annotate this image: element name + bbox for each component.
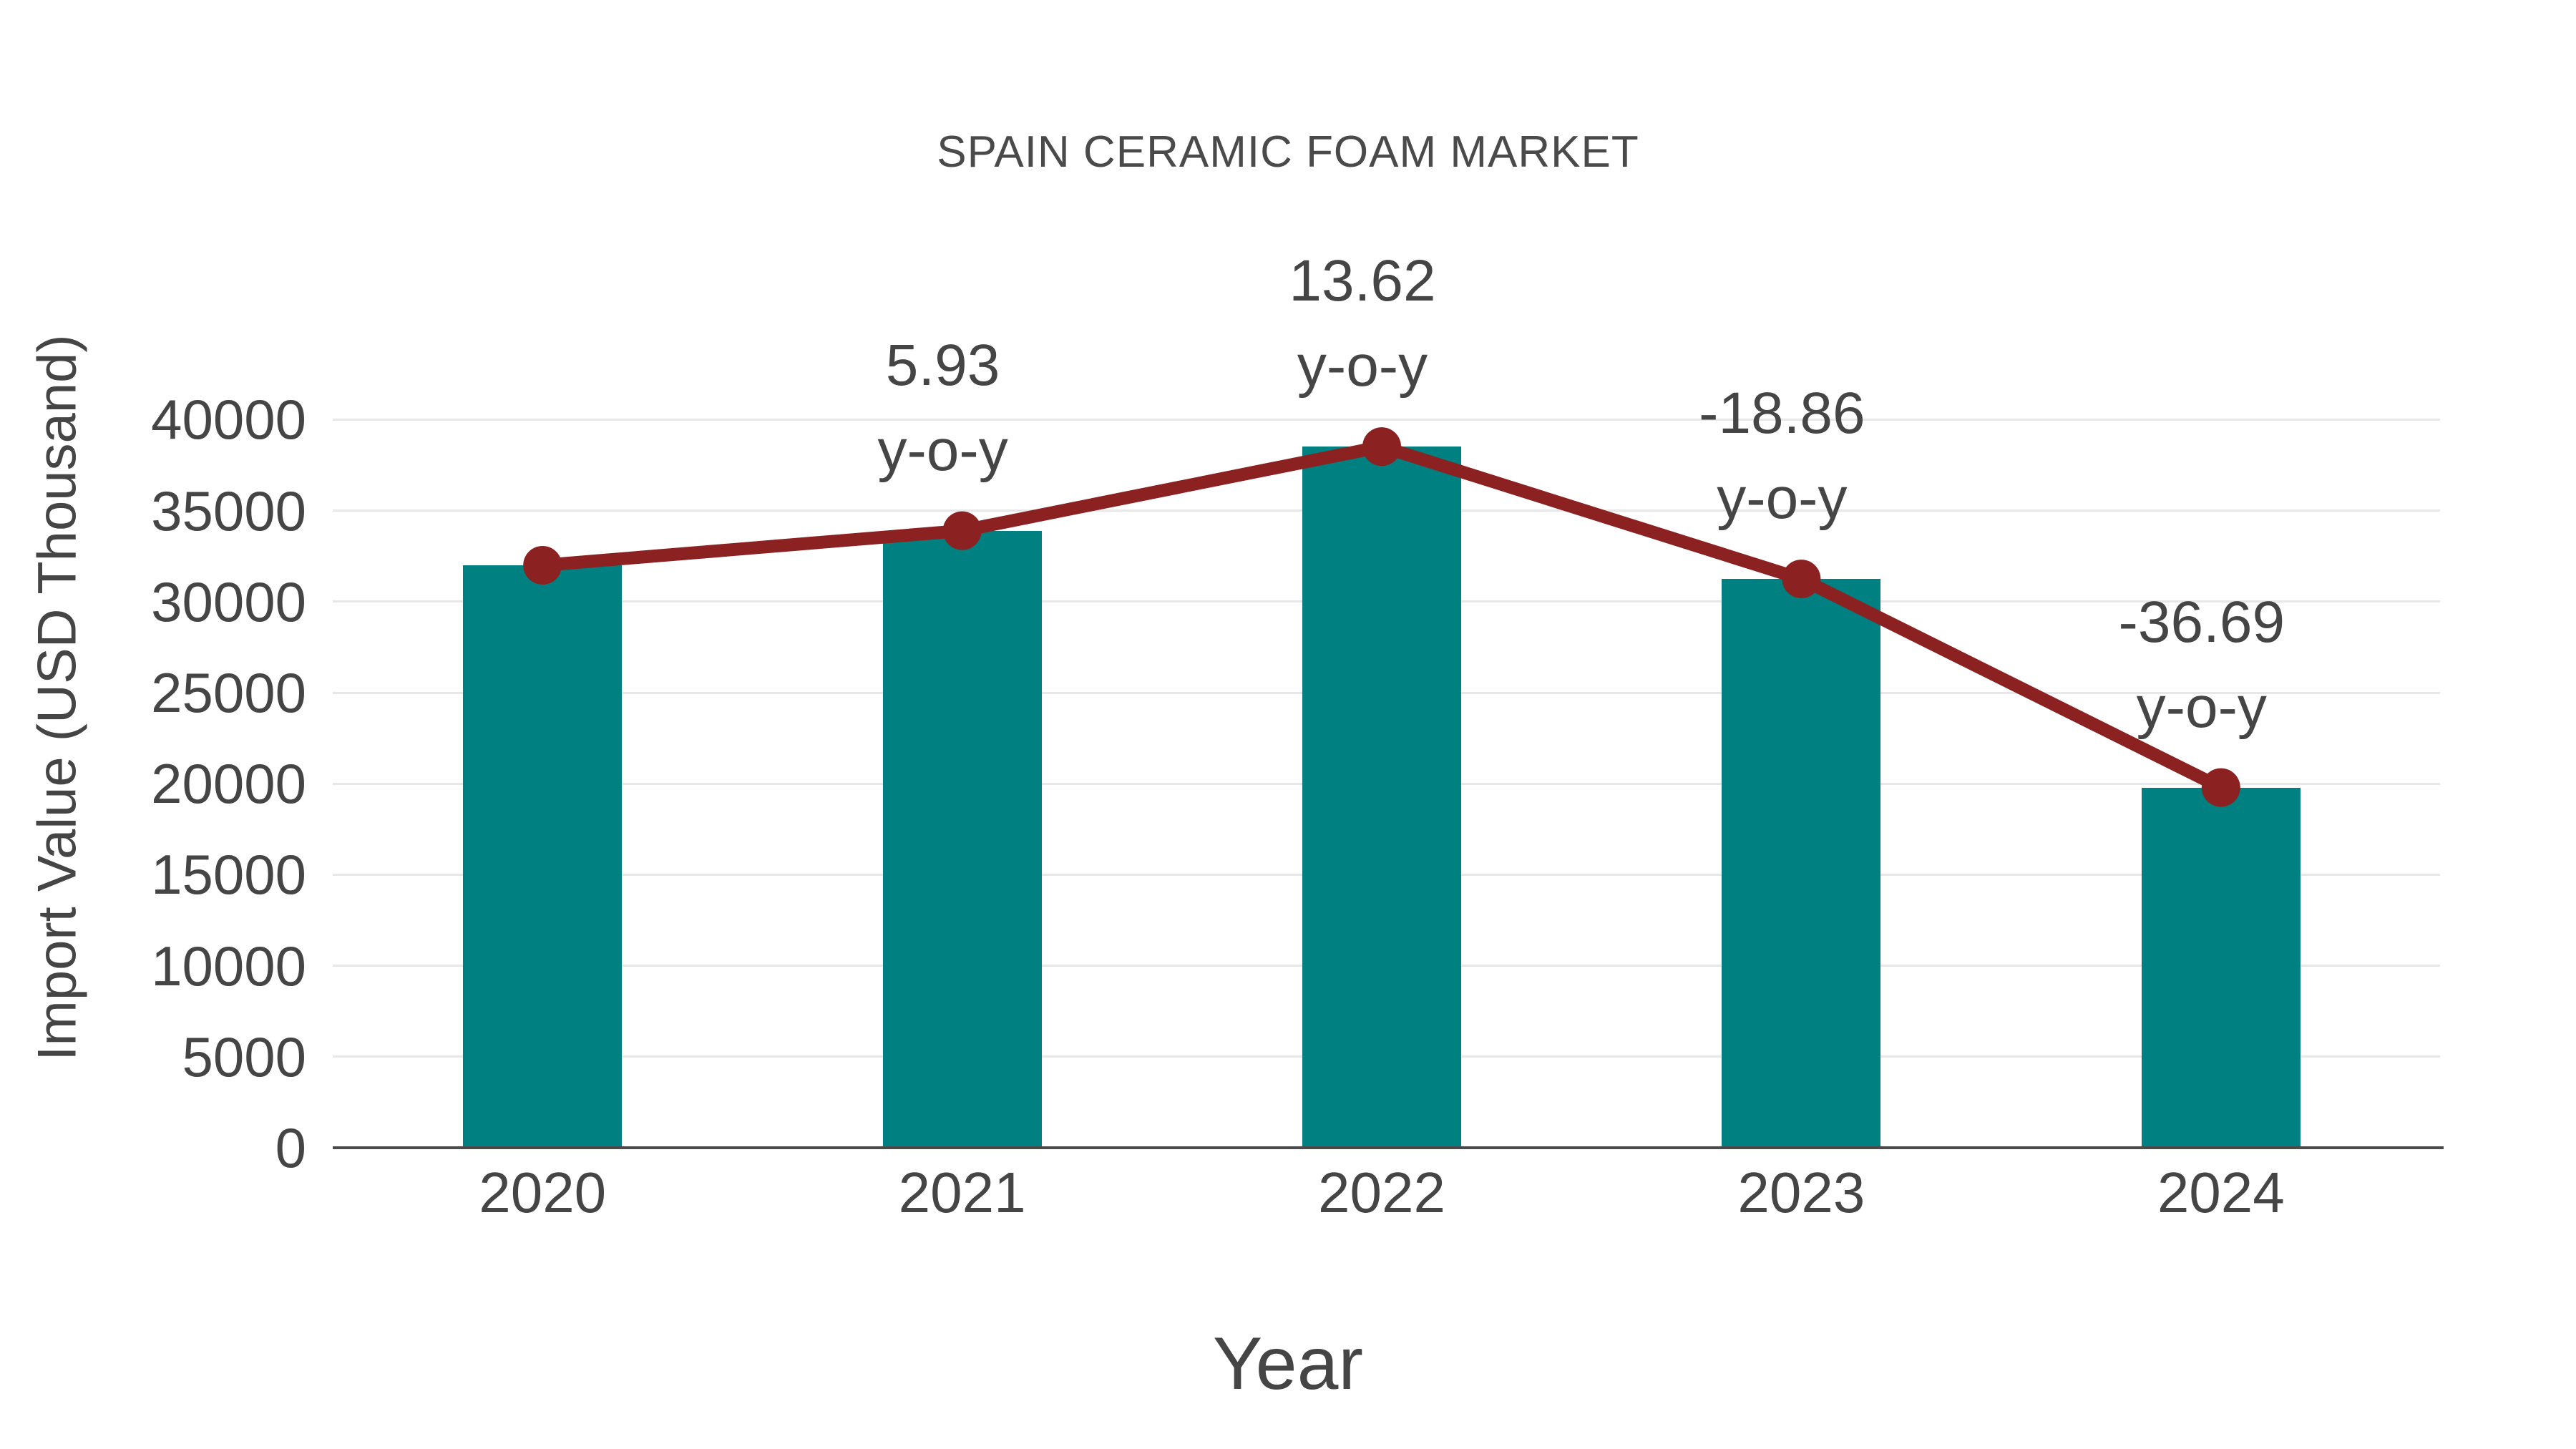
bar-2024 <box>2141 787 2301 1148</box>
y-tick-20000: 20000 <box>151 752 306 816</box>
y-tick-15000: 15000 <box>151 843 306 907</box>
y-tick-30000: 30000 <box>151 570 306 633</box>
annotation-suffix: y-o-y <box>1297 333 1428 399</box>
x-tick-2023: 2023 <box>1737 1161 1865 1224</box>
x-tick-2022: 2022 <box>1318 1161 1445 1224</box>
bar-2020 <box>463 565 623 1148</box>
gridline-40000 <box>333 419 2440 421</box>
marker-2024 <box>2201 768 2240 807</box>
annotation-2021: 5.93 y-o-y <box>877 323 1008 493</box>
annotation-suffix: y-o-y <box>877 417 1008 483</box>
x-tick-2024: 2024 <box>2157 1161 2285 1224</box>
annotation-suffix: y-o-y <box>2136 674 2267 740</box>
annotation-value: -18.86 <box>1699 381 1865 447</box>
y-tick-0: 0 <box>275 1116 306 1179</box>
y-tick-10000: 10000 <box>151 934 306 997</box>
line-series-layer <box>523 427 2240 807</box>
y-tick-35000: 35000 <box>151 479 306 542</box>
annotation-value: -36.69 <box>2118 589 2285 655</box>
bar-2021 <box>882 530 1042 1148</box>
annotation-2022: 13.62 y-o-y <box>1289 238 1435 409</box>
marker-2023 <box>1782 560 1821 599</box>
marker-2022 <box>1362 427 1401 467</box>
annotation-2023: -18.86 y-o-y <box>1699 371 1865 541</box>
annotation-2024: -36.69 y-o-y <box>2119 580 2285 750</box>
x-tick-2021: 2021 <box>898 1161 1026 1224</box>
annotation-suffix: y-o-y <box>1717 466 1848 532</box>
bar-2022 <box>1302 447 1461 1148</box>
x-tick-2020: 2020 <box>479 1161 607 1224</box>
annotation-value: 5.93 <box>885 332 1000 398</box>
x-axis-title: Year <box>1212 1322 1364 1405</box>
yoy-line <box>542 439 2224 794</box>
bar-2023 <box>1722 579 1881 1148</box>
y-axis-tick-labels: 0 5000 10000 15000 20000 25000 30000 35000 40000 <box>0 358 315 1176</box>
x-axis-line <box>333 1146 2444 1149</box>
y-tick-40000: 40000 <box>151 388 306 452</box>
plot-area: 5.93 y-o-y 13.62 y-o-y -18.86 y-o-y -36.69 y-o-… <box>333 248 2440 1148</box>
y-tick-25000: 25000 <box>151 661 306 725</box>
marker-2020 <box>523 545 562 585</box>
chart-title: SPAIN CERAMIC FOAM MARKET <box>937 127 1639 177</box>
annotation-value: 13.62 <box>1289 248 1436 314</box>
marker-2021 <box>942 511 982 550</box>
y-tick-5000: 5000 <box>182 1025 306 1088</box>
